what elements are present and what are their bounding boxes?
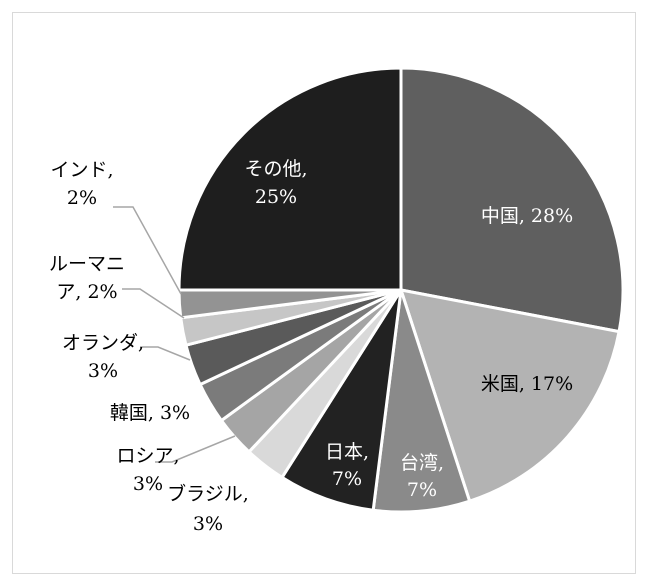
data-label-その他: その他, 25%: [244, 158, 307, 208]
data-label-インド: インド, 2%: [50, 159, 113, 209]
leader-line-ロシア: [155, 435, 236, 463]
data-label-中国: 中国, 28%: [481, 205, 573, 227]
data-label-台湾: 台湾, 7%: [400, 452, 444, 501]
data-label-米国: 米国, 17%: [481, 373, 573, 395]
pie-slice-その他: [177, 66, 403, 292]
data-label-ブラジル: ブラジル, 3%: [167, 482, 249, 535]
data-label-オランダ: オランダ, 3%: [62, 332, 144, 382]
data-label-ロシア: ロシア, 3%: [116, 445, 179, 495]
data-label-韓国: 韓国, 3%: [110, 402, 190, 424]
leader-line-ルーマニア: [122, 288, 185, 319]
pie-slice-米国: [399, 288, 621, 503]
leader-line-オランダ: [140, 346, 191, 361]
pie-slice-中国: [399, 66, 625, 334]
data-label-日本: 日本, 7%: [325, 441, 369, 490]
leader-line-インド: [113, 206, 182, 295]
data-label-ルーマニア: ルーマニア, 2%: [49, 253, 125, 303]
